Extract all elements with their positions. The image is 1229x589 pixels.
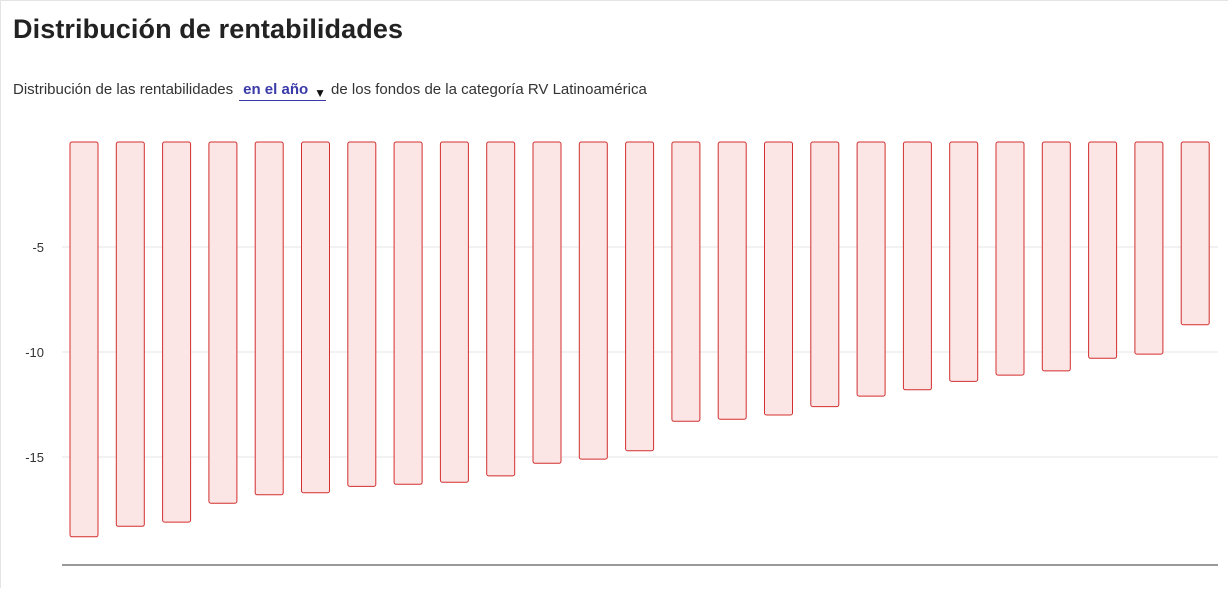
bar <box>69 141 99 538</box>
bar <box>949 141 979 382</box>
bar <box>162 141 192 523</box>
bar <box>1041 141 1071 372</box>
caret-down-icon: ▼ <box>314 85 327 100</box>
bar <box>439 141 469 483</box>
bar <box>902 141 932 391</box>
bar <box>1180 141 1210 326</box>
chart-description: Distribución de las rentabilidades en el… <box>13 81 647 101</box>
bar <box>208 141 238 504</box>
bar <box>393 141 423 485</box>
description-prefix: Distribución de las rentabilidades <box>13 81 234 98</box>
bar <box>671 141 701 422</box>
bar <box>578 141 608 460</box>
bar <box>1088 141 1118 359</box>
bar <box>115 141 145 527</box>
bar <box>810 141 840 408</box>
page-title: Distribución de rentabilidades <box>13 14 404 44</box>
bar <box>764 141 793 416</box>
y-tick-label: -5 <box>32 240 44 255</box>
bar <box>486 141 516 477</box>
y-tick-label: -15 <box>25 450 44 465</box>
description-suffix: de los fondos de la categoría RV Latinoa… <box>331 81 647 98</box>
bar <box>301 141 330 494</box>
bar <box>532 141 562 464</box>
bar <box>856 141 886 397</box>
bar <box>995 141 1025 376</box>
period-selected-value: en el año <box>243 81 309 98</box>
bar <box>254 141 284 496</box>
bar <box>717 141 747 420</box>
y-tick-label: -10 <box>25 345 44 360</box>
bar <box>625 141 655 452</box>
bar <box>1134 141 1164 355</box>
bar <box>347 141 377 487</box>
period-dropdown[interactable]: en el año ▼ <box>239 81 327 101</box>
